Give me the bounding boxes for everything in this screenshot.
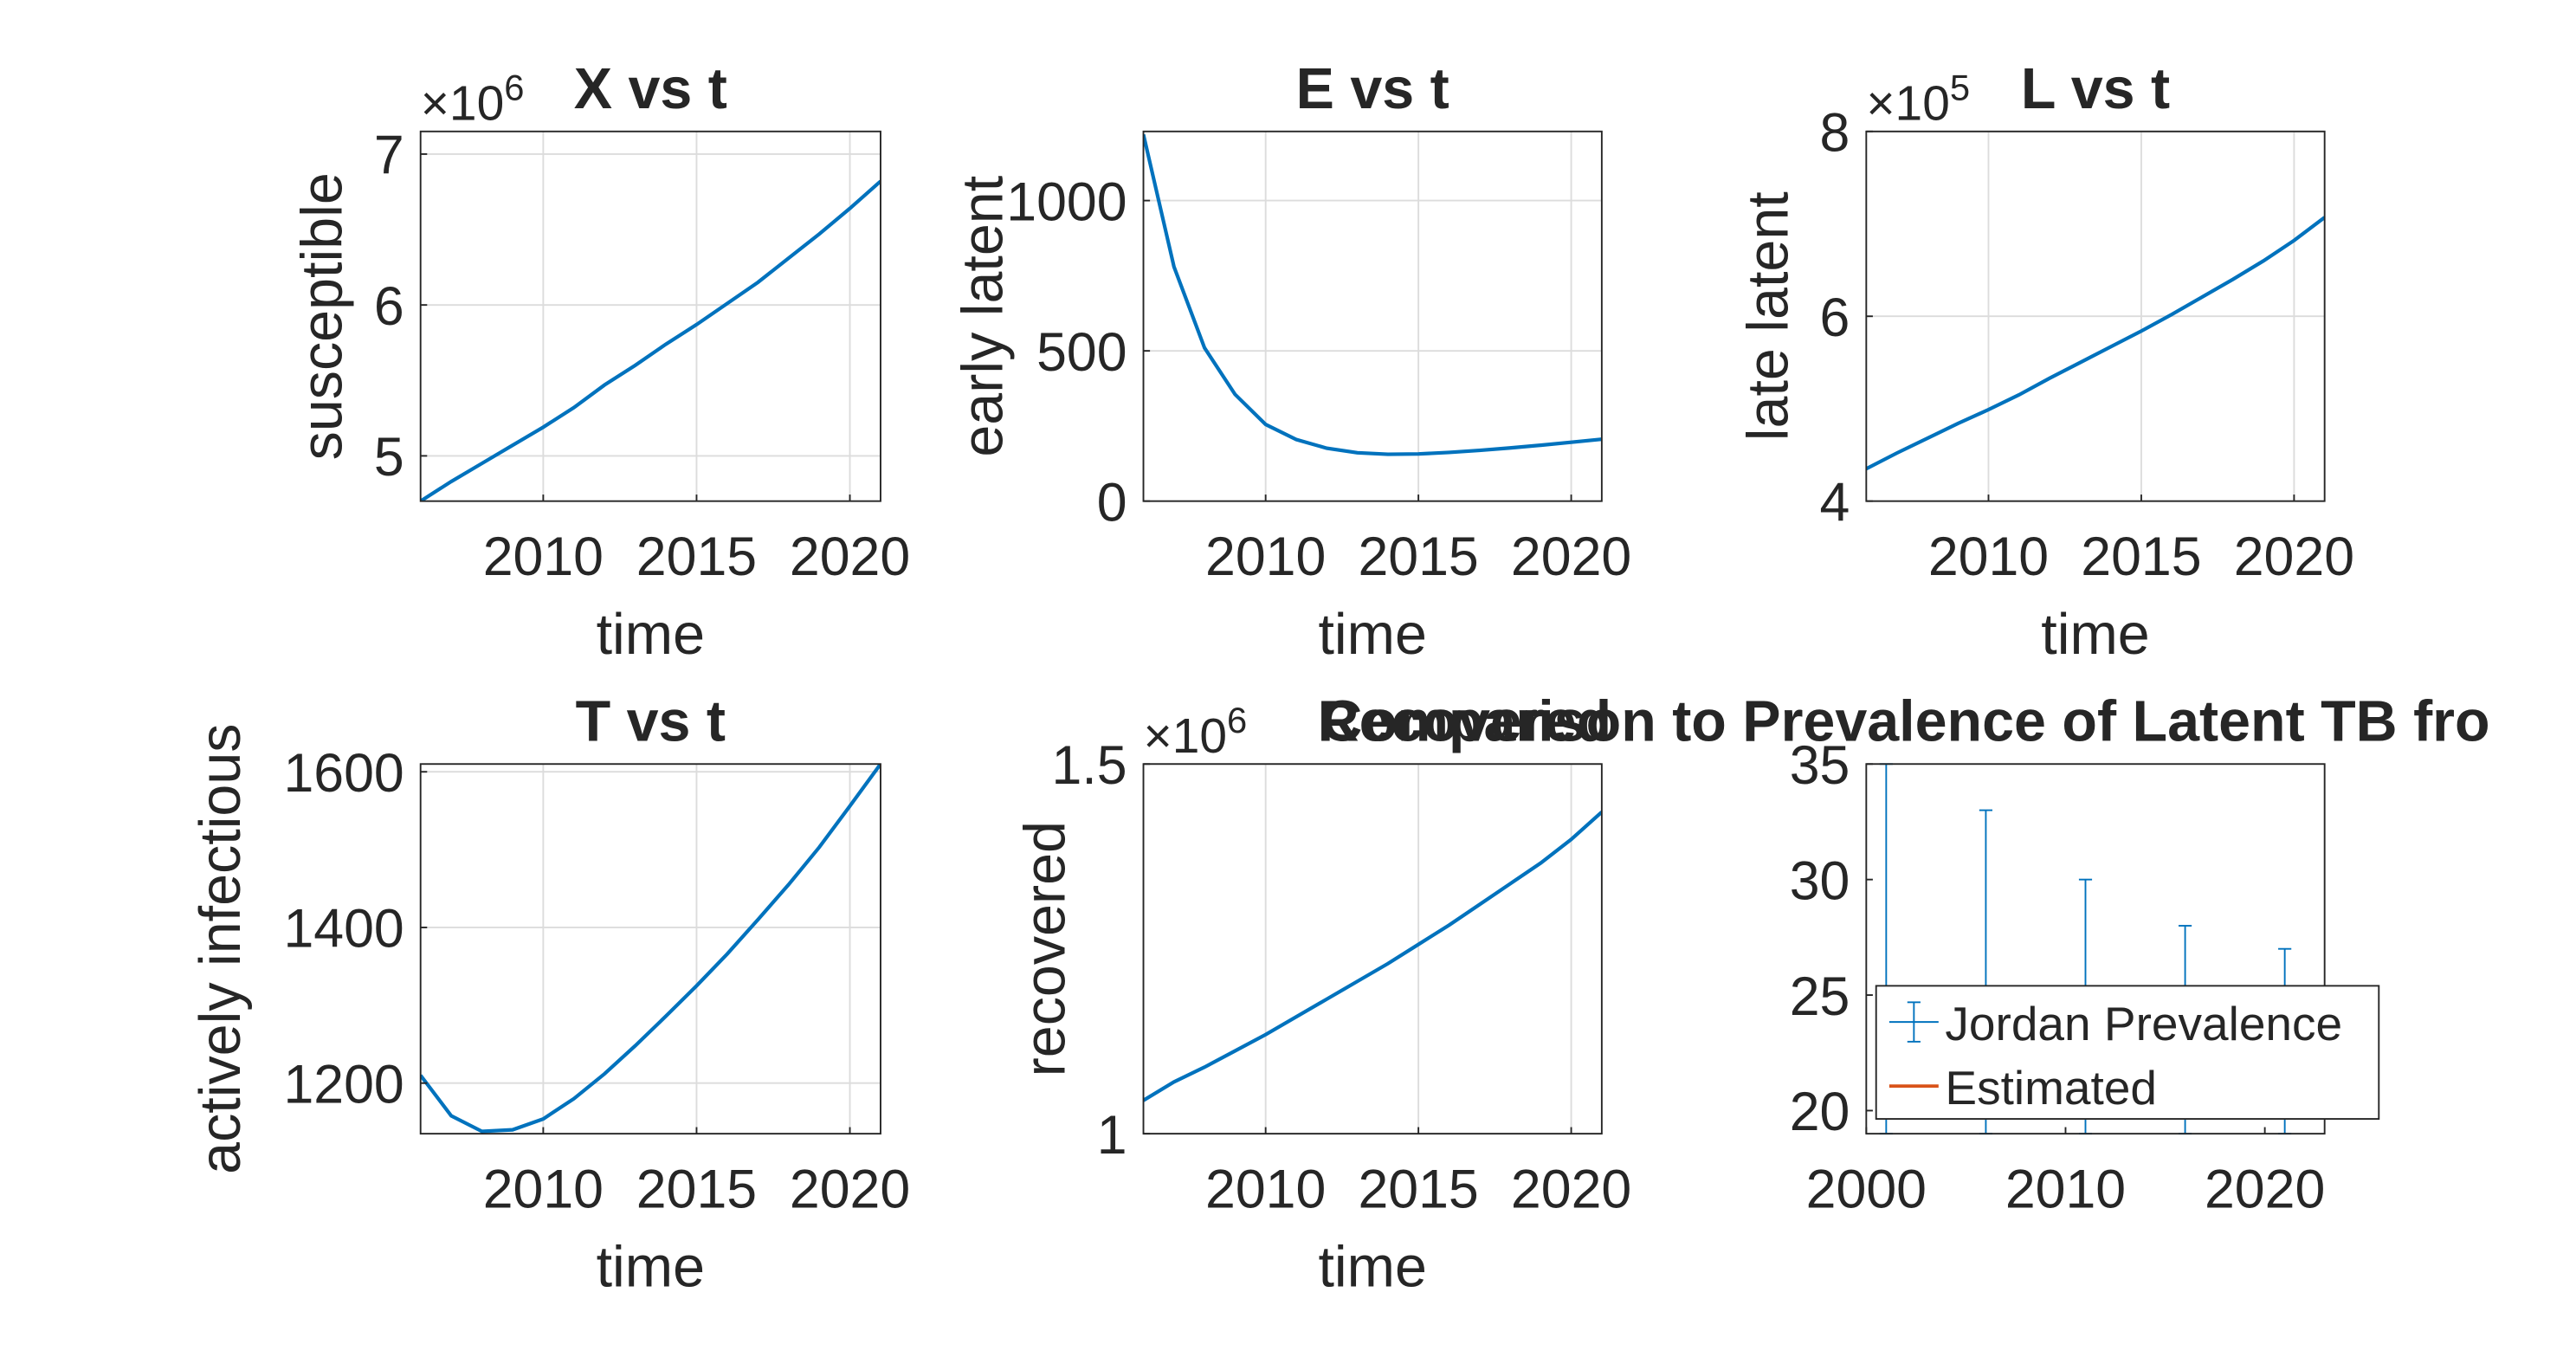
y-axis-label: early latent [951, 176, 1015, 457]
y-tick-label: 1600 [283, 743, 404, 804]
y-tick-label: 6 [1820, 288, 1850, 348]
x-tick-label: 2010 [1205, 527, 1326, 587]
overlapping-title: Recovered [1318, 690, 1612, 754]
axes-box [1142, 130, 1603, 502]
x-tick-label: 2020 [1511, 527, 1631, 587]
axis-exponent: ×106 [421, 68, 525, 132]
y-tick-label: 1200 [283, 1054, 404, 1115]
legend-box [1875, 985, 2380, 1121]
x-tick-label: 2015 [2081, 527, 2201, 587]
axes-box [419, 130, 881, 502]
x-tick-label: 2020 [1511, 1160, 1631, 1220]
y-tick-label: 20 [1790, 1082, 1850, 1142]
x-tick-label: 2010 [2005, 1160, 2126, 1220]
x-tick-label: 2010 [483, 1160, 604, 1220]
x-axis-label: time [1318, 603, 1426, 667]
legend-label: Jordan Prevalence [1945, 997, 2342, 1050]
x-tick-label: 2000 [1806, 1160, 1927, 1220]
x-tick-label: 2010 [1205, 1160, 1326, 1220]
series-line [1143, 811, 1602, 1102]
y-tick-label: 8 [1820, 103, 1850, 164]
series-line [420, 764, 881, 1134]
x-tick-label: 2010 [483, 527, 604, 587]
legend: Jordan Prevalence Estimated [1875, 985, 2380, 1121]
series-line [1866, 216, 2325, 471]
axis-exponent: ×106 [1144, 700, 1248, 764]
x-tick-label: 2020 [790, 527, 910, 587]
y-axis-label: actively infectious [189, 724, 253, 1174]
y-tick-label: 500 [1036, 322, 1127, 383]
y-tick-label: 25 [1790, 966, 1850, 1027]
x-axis-label: time [597, 603, 705, 667]
y-tick-label: 1400 [283, 899, 404, 960]
y-tick-label: 6 [374, 276, 404, 337]
subplot-2: 2010 2015 2020 0 500 1000 E vs t time early late… [951, 57, 1631, 667]
x-tick-label: 2015 [1358, 1160, 1478, 1220]
axes-box [1865, 763, 2326, 1135]
x-axis-label: time [2041, 603, 2149, 667]
subplot-6: 2000 2010 202020253035RecoveredComparison … [1318, 690, 2490, 1220]
subplot-5: 2010 2015 2020 1 1.5 ×106 time recovered [1013, 700, 1631, 1299]
y-axis-label: late latent [1736, 191, 1800, 441]
y-tick-label: 1.5 [1052, 735, 1127, 796]
y-axis-label: recovered [1013, 821, 1077, 1076]
chart-title: L vs t [2021, 57, 2170, 121]
subplot-1: 2010 2015 2020 5 6 7 ×106 X vs t time susceptible [291, 57, 911, 667]
y-tick-label: 4 [1820, 472, 1850, 533]
axis-exponent: ×105 [1866, 68, 1970, 132]
y-tick-label: 7 [374, 126, 404, 186]
y-tick-label: 1000 [1006, 171, 1127, 232]
x-tick-label: 2020 [2205, 1160, 2325, 1220]
x-tick-label: 2015 [636, 527, 757, 587]
y-tick-label: 35 [1790, 735, 1850, 796]
x-axis-label: time [1318, 1236, 1426, 1300]
axes-box [419, 763, 881, 1135]
x-axis-label: time [597, 1236, 705, 1300]
y-tick-label: 0 [1097, 472, 1127, 533]
x-tick-label: 2015 [1358, 527, 1478, 587]
chart-title: Comparison to Prevalence of Latent TB fr… [1320, 690, 2489, 754]
x-tick-label: 2020 [790, 1160, 910, 1220]
axes-box [1142, 763, 1603, 1135]
y-tick-label: 30 [1790, 850, 1850, 911]
x-tick-label: 2015 [636, 1160, 757, 1220]
y-tick-label: 5 [374, 427, 404, 488]
subplot-3: 2010 2015 2020 4 6 8 ×105 L vs t time late latent [1736, 57, 2354, 667]
series-line [1143, 133, 1602, 456]
x-tick-label: 2020 [2234, 527, 2354, 587]
legend-label: Estimated [1945, 1061, 2157, 1115]
chart-title: T vs t [576, 690, 726, 754]
y-tick-label: 1 [1097, 1105, 1127, 1166]
chart-title: E vs t [1296, 57, 1449, 121]
subplot-4: 2010 2015 2020 1200 1400 1600 T vs t time active… [189, 690, 910, 1300]
series-line [420, 179, 881, 501]
y-axis-label: susceptible [291, 172, 355, 460]
chart-title: X vs t [574, 57, 727, 121]
x-tick-label: 2010 [1928, 527, 2049, 587]
